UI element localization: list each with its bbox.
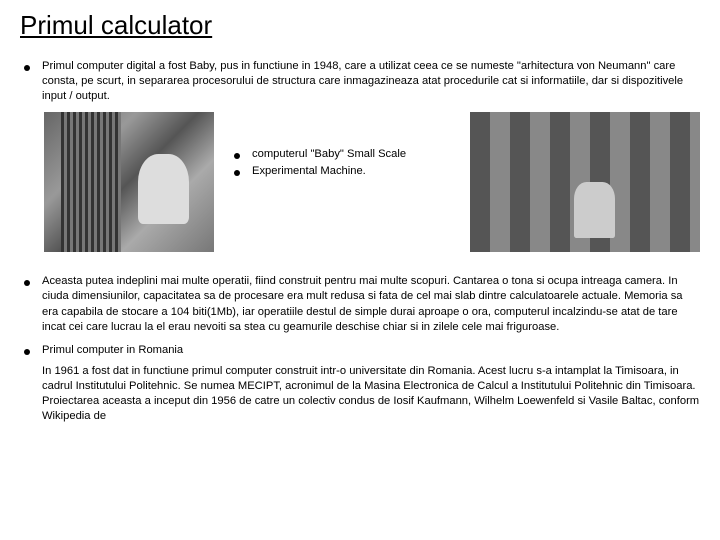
caption-line2: Experimental Machine.: [252, 164, 366, 179]
bullet-icon: [24, 280, 30, 286]
para3-heading: Primul computer in Romania: [42, 343, 700, 358]
bullet-item-3: Primul computer in Romania: [20, 343, 700, 358]
bullet-icon: [24, 65, 30, 71]
para3-body: In 1961 a fost dat in functiune primul c…: [42, 364, 700, 424]
bullet-item-1: Primul computer digital a fost Baby, pus…: [20, 59, 700, 104]
page-title: Primul calculator: [20, 10, 700, 41]
photo-baby-computer: [44, 112, 214, 252]
bullet-item-2: Aceasta putea indeplini mai multe operat…: [20, 274, 700, 334]
photo-computer-room: [470, 112, 700, 252]
bullet-icon: [234, 170, 240, 176]
image-caption-section: computerul "Baby" Small Scale Experiment…: [20, 112, 700, 262]
caption-block: computerul "Baby" Small Scale Experiment…: [230, 147, 440, 181]
bullet-icon: [234, 153, 240, 159]
para1-text: Primul computer digital a fost Baby, pus…: [42, 59, 700, 104]
para2-text: Aceasta putea indeplini mai multe operat…: [42, 274, 700, 334]
bullet-icon: [24, 349, 30, 355]
caption-line1: computerul "Baby" Small Scale: [252, 147, 406, 162]
